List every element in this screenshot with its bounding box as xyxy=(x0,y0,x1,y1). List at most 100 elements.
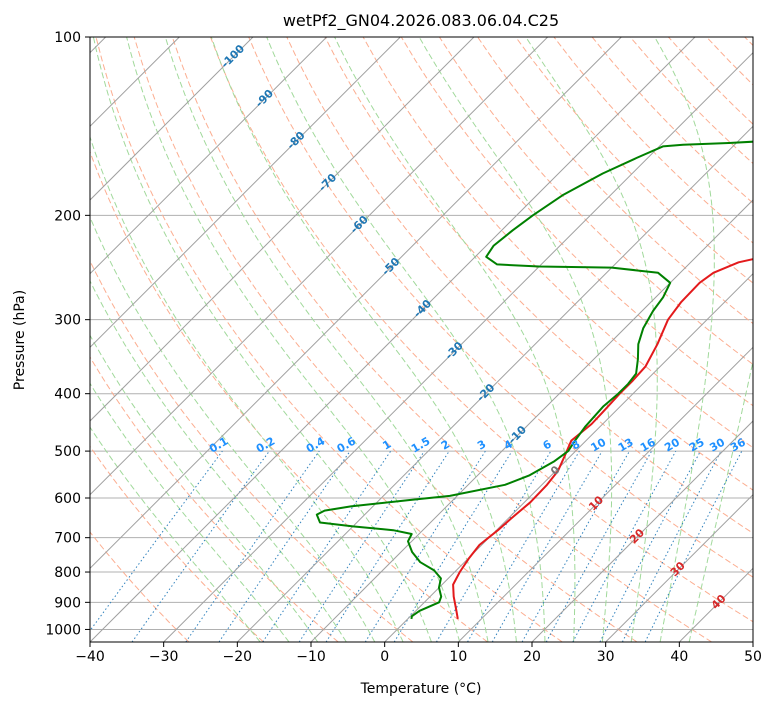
mixing-ratio-label: 20 xyxy=(662,435,682,454)
y-tick-label: 700 xyxy=(54,531,81,547)
moist-adiabat-line xyxy=(92,37,432,642)
moist-adiabat-line xyxy=(126,37,461,642)
isopleth-labels: 0.1 0.2 0.4 0.6 1 1.5 2 3 4 6 8 10 13 16 20 25 30 36-100-… xyxy=(207,42,748,612)
dry-adiabat-line xyxy=(744,37,753,47)
y-tick-label: 900 xyxy=(54,595,81,611)
mixing-ratio-line xyxy=(131,450,270,642)
dry-adiabat-line xyxy=(90,531,190,642)
dry-adiabat-line xyxy=(400,37,753,407)
x-axis-label: Temperature (°C) xyxy=(360,681,482,697)
dry-adiabat-line xyxy=(553,37,753,244)
mixing-ratio-label: 16 xyxy=(638,435,658,454)
dry-adiabat-line xyxy=(515,37,753,284)
mixing-ratio-label: 0.1 xyxy=(207,435,230,456)
moist-adiabat-line xyxy=(90,215,376,642)
dry-adiabat-line xyxy=(591,37,753,204)
dry-adiabat-line xyxy=(668,37,753,125)
chart-title: wetPf2_GN04.2026.083.06.04.C25 xyxy=(283,11,559,31)
moist-adiabat-line xyxy=(688,358,753,642)
moist-adiabat-line xyxy=(210,37,517,642)
moist-adiabat-line xyxy=(90,334,319,642)
mixing-ratio-label: 0.6 xyxy=(335,434,359,455)
isotherm-line xyxy=(90,37,328,275)
mixing-ratio-label: 6 xyxy=(541,437,554,452)
plot-frame xyxy=(89,36,754,643)
x-tick-label: 20 xyxy=(523,649,541,665)
mixing-ratio-line xyxy=(262,450,392,642)
moist-adiabat-line xyxy=(90,135,404,642)
moist-adiabat-line xyxy=(164,37,489,642)
mixing-ratio-line xyxy=(393,450,513,642)
dry-adiabat-line xyxy=(90,150,488,642)
isotherm-line xyxy=(90,37,696,642)
mixing-ratio-label: 8 xyxy=(569,438,582,453)
mixing-ratio-line xyxy=(572,450,677,642)
mixing-ratio-label: 1.5 xyxy=(409,435,432,456)
dry-adiabat-line xyxy=(706,37,753,86)
moist-adiabat-line xyxy=(334,37,576,642)
mixing-ratio-line xyxy=(298,450,425,642)
y-axis-label: Pressure (hPa) xyxy=(12,290,28,390)
dry-adiabat-line xyxy=(95,37,563,642)
isotherm-line xyxy=(163,51,753,642)
mixing-ratio-lines xyxy=(90,450,743,642)
dry-adiabat-line xyxy=(210,37,753,623)
mixing-ratio-label: 0.4 xyxy=(304,434,328,455)
y-tick-label: 200 xyxy=(54,208,81,224)
y-tick-label: 300 xyxy=(54,313,81,329)
moist-adiabat-line xyxy=(525,37,658,642)
dry-adiabat-line xyxy=(90,259,414,642)
isotherm-line xyxy=(90,37,401,349)
moist-adiabats xyxy=(90,37,753,642)
y-tick-label: 100 xyxy=(54,30,81,46)
moist-adiabat-line xyxy=(90,426,261,642)
mixing-ratio-line xyxy=(521,450,630,642)
y-tick-label: 1000 xyxy=(45,622,81,638)
mixing-ratio-line xyxy=(185,450,320,642)
mixing-ratio-label: 25 xyxy=(687,436,707,455)
mixing-ratio-line xyxy=(599,450,701,642)
y-tick-label: 500 xyxy=(54,444,81,460)
dry-adiabat-line xyxy=(90,445,264,642)
x-tick-label: 10 xyxy=(449,649,467,665)
moist-adiabat-line xyxy=(90,382,290,642)
dry-adiabat-line xyxy=(477,37,753,325)
isotherm-line xyxy=(236,125,753,642)
mixing-ratio-line xyxy=(90,450,223,632)
isotherm-line xyxy=(457,346,753,642)
mixing-ratio-line xyxy=(644,450,743,642)
isotherm-line xyxy=(752,641,753,642)
dry-adiabat-line xyxy=(248,37,753,578)
mixing-ratio-label: 10 xyxy=(589,435,609,454)
pressure-gridlines xyxy=(90,37,753,630)
mixing-ratio-label: 36 xyxy=(728,435,748,454)
dry-adiabat-line xyxy=(438,37,753,366)
dry-adiabat-line xyxy=(133,37,638,642)
x-tick-label: 0 xyxy=(380,649,389,665)
moist-adiabat-line xyxy=(654,37,715,642)
mixing-ratio-label: 1 xyxy=(380,438,393,453)
skewed-isotherms xyxy=(90,37,753,642)
mixing-ratio-line xyxy=(325,450,450,642)
isotherm-line xyxy=(90,37,254,201)
x-tick-label: 30 xyxy=(597,649,615,665)
y-tick-label: 800 xyxy=(54,565,81,581)
sounding-traces xyxy=(315,140,753,620)
mixing-ratio-label: 30 xyxy=(707,435,727,454)
x-tick-label: 50 xyxy=(744,649,762,665)
isotherm-line xyxy=(90,37,622,570)
x-tick-label: −20 xyxy=(223,649,253,665)
isotherm-line xyxy=(678,567,753,642)
x-tick-label: 40 xyxy=(670,649,688,665)
dry-adiabat-line xyxy=(90,356,339,642)
moist-adiabat-line xyxy=(418,37,613,642)
x-tick-label: −40 xyxy=(75,649,105,665)
isotherm-line xyxy=(531,420,753,642)
mixing-ratio-label: 2 xyxy=(439,438,452,453)
isotherm-line xyxy=(605,493,753,642)
mixing-ratio-line xyxy=(218,450,351,642)
mixing-ratio-line xyxy=(435,450,552,642)
temperature-trace xyxy=(452,258,753,620)
y-tick-label: 600 xyxy=(54,491,81,507)
